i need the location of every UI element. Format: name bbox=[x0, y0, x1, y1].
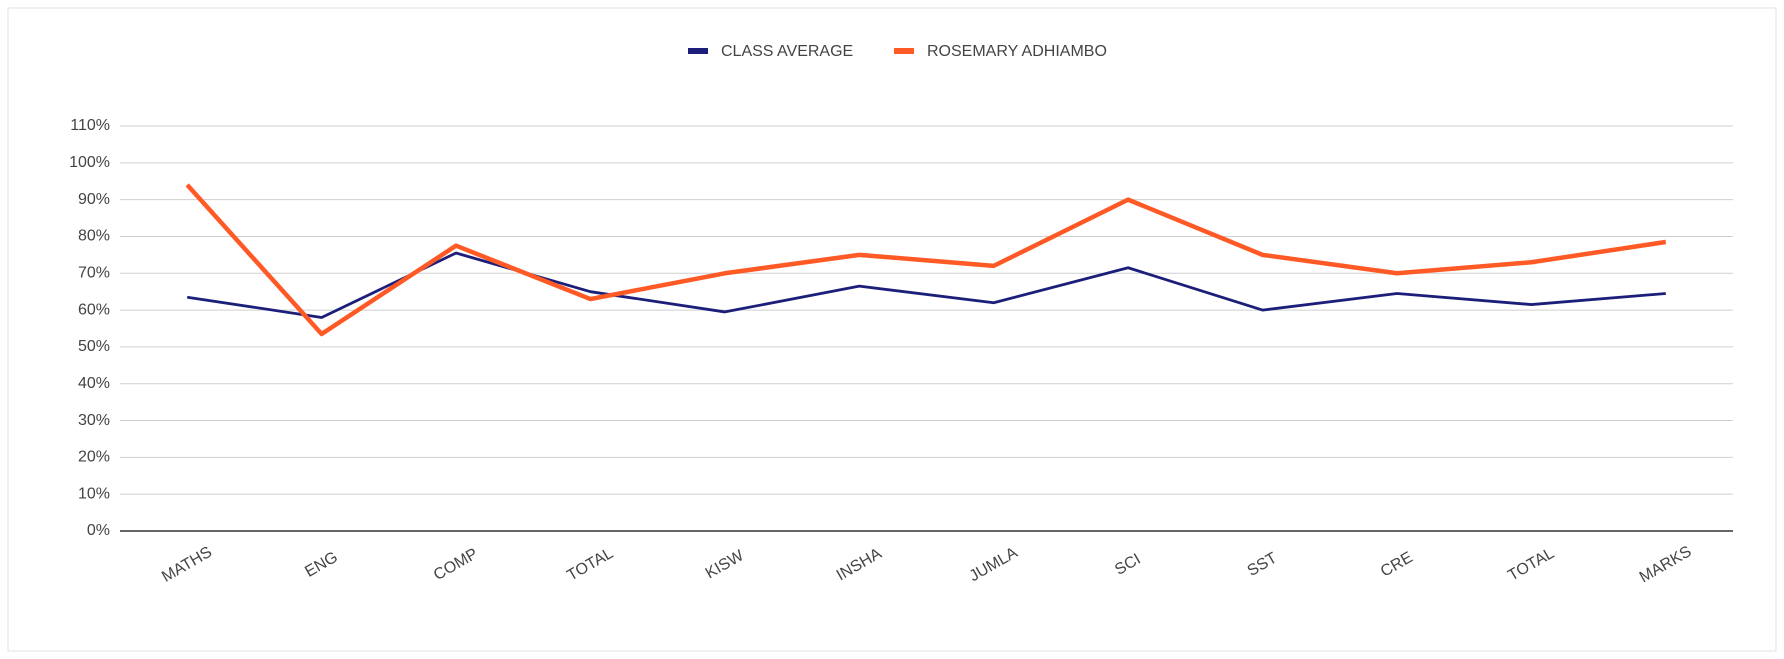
y-tick-label: 110% bbox=[70, 117, 110, 134]
y-tick-label: 90% bbox=[78, 191, 110, 208]
y-tick-label: 30% bbox=[78, 412, 110, 429]
y-tick-label: 50% bbox=[78, 338, 110, 355]
legend-swatch bbox=[688, 48, 708, 54]
chart-frame bbox=[7, 7, 1777, 652]
y-tick-label: 100% bbox=[69, 154, 110, 171]
y-tick-label: 20% bbox=[78, 449, 110, 466]
series-line bbox=[185, 183, 1667, 337]
y-tick-label: 40% bbox=[78, 375, 110, 392]
y-tick-label: 0% bbox=[87, 522, 110, 539]
legend-label: CLASS AVERAGE bbox=[721, 43, 853, 60]
legend-label: ROSEMARY ADHIAMBO bbox=[927, 43, 1107, 60]
y-tick-label: 10% bbox=[78, 485, 110, 502]
series-line bbox=[186, 251, 1666, 319]
y-tick-label: 70% bbox=[78, 264, 110, 281]
y-tick-label: 80% bbox=[78, 228, 110, 245]
legend-swatch bbox=[894, 48, 914, 54]
y-tick-label: 60% bbox=[78, 301, 110, 318]
